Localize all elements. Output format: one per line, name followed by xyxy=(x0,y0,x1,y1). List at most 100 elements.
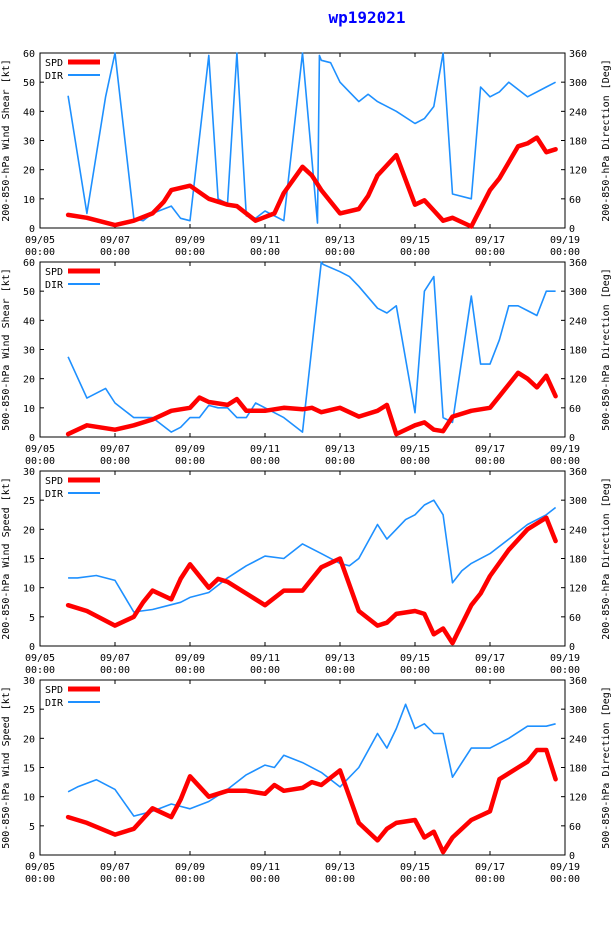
y2-tick-label-3: 360 xyxy=(569,676,587,687)
y2-tick-label-3: 0 xyxy=(569,851,575,862)
y2-axis-label-2: 200-850-hPa Direction [Deg] xyxy=(601,477,612,640)
y-tick-label-3: 25 xyxy=(23,705,35,716)
y-tick-label-2: 30 xyxy=(23,467,35,478)
x-tick-date-2: 09/07 xyxy=(100,653,130,664)
y-tick-label-0: 40 xyxy=(23,107,35,118)
dir-series-line-3 xyxy=(67,703,556,817)
y2-tick-label-1: 360 xyxy=(569,258,587,269)
x-tick-date-3: 09/17 xyxy=(475,862,505,873)
y2-tick-label-2: 300 xyxy=(569,496,587,507)
y-tick-label-1: 50 xyxy=(23,287,35,298)
y2-tick-label-0: 180 xyxy=(569,137,587,148)
y-axis-label-1: 500-850-hPa Wind Shear [kt] xyxy=(1,268,12,431)
legend-spd-label-3: SPD xyxy=(45,685,63,696)
y-tick-label-1: 60 xyxy=(23,258,35,269)
legend-dir-label-1: DIR xyxy=(45,280,64,291)
x-tick-date-3: 09/11 xyxy=(250,862,280,873)
y-tick-label-3: 5 xyxy=(29,822,35,833)
spd-series-line-3 xyxy=(65,747,558,855)
y2-tick-label-0: 120 xyxy=(569,166,587,177)
y-tick-label-2: 10 xyxy=(23,584,35,595)
y2-tick-label-1: 60 xyxy=(569,404,581,415)
y2-tick-label-3: 180 xyxy=(569,764,587,775)
y2-tick-label-2: 360 xyxy=(569,467,587,478)
y2-axis-label-0: 200-850-hPa Direction [Deg] xyxy=(601,59,612,222)
x-tick-date-0: 09/17 xyxy=(475,235,505,246)
y-axis-label-2: 200-850-hPa Wind Speed [kt] xyxy=(1,477,12,640)
y2-tick-label-0: 0 xyxy=(569,224,575,235)
x-tick-date-0: 09/19 xyxy=(550,235,580,246)
spd-series-line-1 xyxy=(65,370,558,437)
y2-tick-label-2: 120 xyxy=(569,584,587,595)
y-tick-label-1: 30 xyxy=(23,346,35,357)
x-tick-time-3: 00:00 xyxy=(550,874,580,885)
y2-tick-label-1: 180 xyxy=(569,346,587,357)
x-tick-date-1: 09/09 xyxy=(175,444,205,455)
x-tick-time-2: 00:00 xyxy=(325,665,355,676)
x-tick-time-1: 00:00 xyxy=(400,456,430,467)
y2-tick-label-0: 60 xyxy=(569,195,581,206)
y-tick-label-3: 30 xyxy=(23,676,35,687)
x-tick-date-0: 09/07 xyxy=(100,235,130,246)
x-tick-time-0: 00:00 xyxy=(475,247,505,258)
x-tick-time-3: 00:00 xyxy=(25,874,55,885)
x-tick-time-2: 00:00 xyxy=(25,665,55,676)
y-axis-label-0: 200-850-hPa Wind Shear [kt] xyxy=(1,59,12,222)
dir-series-line-2 xyxy=(68,499,557,613)
y-tick-label-0: 20 xyxy=(23,166,35,177)
x-tick-time-1: 00:00 xyxy=(475,456,505,467)
x-tick-date-1: 09/11 xyxy=(250,444,280,455)
y-tick-label-0: 0 xyxy=(29,224,35,235)
spd-series-line-0 xyxy=(65,135,558,229)
x-tick-time-0: 00:00 xyxy=(175,247,205,258)
x-tick-time-1: 00:00 xyxy=(25,456,55,467)
y-tick-label-1: 0 xyxy=(29,433,35,444)
x-tick-date-3: 09/13 xyxy=(325,862,355,873)
chart-title: wp192021 xyxy=(328,8,406,27)
y-tick-label-2: 0 xyxy=(29,642,35,653)
y2-tick-label-1: 0 xyxy=(569,433,575,444)
dir-series-line-1 xyxy=(67,261,556,433)
y-tick-label-1: 40 xyxy=(23,316,35,327)
x-tick-time-2: 00:00 xyxy=(250,665,280,676)
y2-tick-label-3: 240 xyxy=(569,734,587,745)
y-tick-label-0: 60 xyxy=(23,49,35,60)
y2-tick-label-3: 300 xyxy=(569,705,587,716)
y-tick-label-3: 0 xyxy=(29,851,35,862)
x-tick-date-0: 09/15 xyxy=(400,235,430,246)
y2-tick-label-3: 60 xyxy=(569,822,581,833)
x-tick-time-1: 00:00 xyxy=(250,456,280,467)
y2-axis-label-3: 500-850-hPa Direction [Deg] xyxy=(601,686,612,849)
legend-dir-label-2: DIR xyxy=(45,489,64,500)
x-tick-date-1: 09/05 xyxy=(25,444,55,455)
x-tick-time-1: 00:00 xyxy=(175,456,205,467)
x-tick-time-3: 00:00 xyxy=(475,874,505,885)
x-tick-date-3: 09/09 xyxy=(175,862,205,873)
y2-tick-label-0: 240 xyxy=(569,107,587,118)
y2-tick-label-2: 180 xyxy=(569,555,587,566)
x-tick-time-0: 00:00 xyxy=(100,247,130,258)
x-tick-time-1: 00:00 xyxy=(325,456,355,467)
x-tick-time-1: 00:00 xyxy=(100,456,130,467)
dir-series-line-0 xyxy=(67,52,556,224)
x-tick-time-2: 00:00 xyxy=(475,665,505,676)
x-tick-date-2: 09/09 xyxy=(175,653,205,664)
x-tick-date-3: 09/19 xyxy=(550,862,580,873)
y2-tick-label-1: 300 xyxy=(569,287,587,298)
y-tick-label-2: 5 xyxy=(29,613,35,624)
legend-spd-label-2: SPD xyxy=(45,476,63,487)
x-tick-time-0: 00:00 xyxy=(250,247,280,258)
y2-tick-label-1: 120 xyxy=(569,375,587,386)
x-tick-date-1: 09/13 xyxy=(325,444,355,455)
x-tick-date-2: 09/17 xyxy=(475,653,505,664)
x-tick-time-2: 00:00 xyxy=(550,665,580,676)
x-tick-time-0: 00:00 xyxy=(400,247,430,258)
y2-axis-label-1: 500-850-hPa Direction [Deg] xyxy=(601,268,612,431)
plot-frame-3 xyxy=(39,679,566,856)
x-tick-time-1: 00:00 xyxy=(550,456,580,467)
y-tick-label-0: 30 xyxy=(23,137,35,148)
x-tick-time-0: 00:00 xyxy=(25,247,55,258)
x-tick-date-1: 09/17 xyxy=(475,444,505,455)
x-tick-date-2: 09/19 xyxy=(550,653,580,664)
x-tick-date-0: 09/05 xyxy=(25,235,55,246)
